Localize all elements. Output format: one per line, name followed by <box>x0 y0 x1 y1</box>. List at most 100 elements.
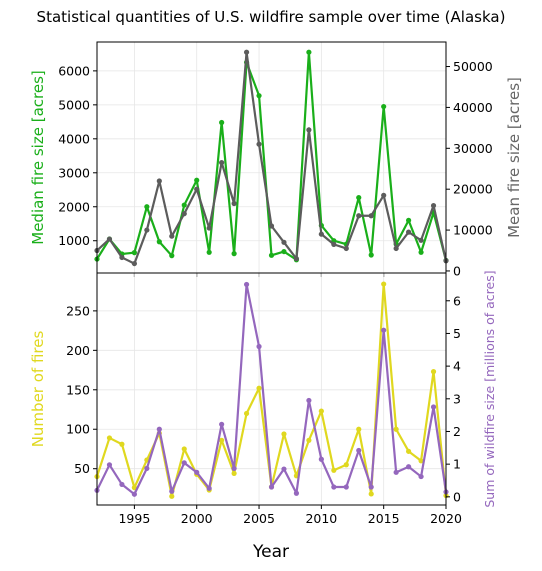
data-point-right <box>331 484 337 490</box>
data-point-right <box>119 481 125 488</box>
left-tick-label: 4000 <box>58 131 90 146</box>
left-tick-label: 100 <box>66 422 90 437</box>
right-tick-label: 30000 <box>453 141 493 156</box>
data-point-right <box>393 245 399 252</box>
data-point-left <box>268 252 275 258</box>
data-point-right <box>131 491 137 497</box>
data-point-right <box>306 127 312 133</box>
data-point-left <box>206 249 212 255</box>
data-point-right <box>406 464 412 470</box>
data-point-right <box>318 456 324 462</box>
right-tick-label: 0 <box>453 489 461 504</box>
data-point-left <box>256 93 262 99</box>
data-point-right <box>281 466 287 472</box>
x-tick-label: 1995 <box>118 511 150 526</box>
data-point-right <box>356 213 362 219</box>
left-tick-label: 3000 <box>58 165 90 180</box>
data-point-right <box>268 223 275 229</box>
data-point-right <box>156 178 162 184</box>
data-point-right <box>268 484 275 490</box>
data-point-left <box>318 408 324 414</box>
right-axis-label: Sum of wildfire size [millions of acres] <box>482 270 497 507</box>
data-point-left <box>181 446 187 452</box>
data-point-left <box>156 239 162 245</box>
data-point-right <box>206 485 212 491</box>
data-point-right <box>281 239 287 245</box>
data-point-left <box>418 458 424 464</box>
data-point-right <box>194 469 200 475</box>
series-line-right <box>96 51 448 265</box>
data-point-right <box>119 254 125 261</box>
right-tick-label: 40000 <box>453 100 493 115</box>
data-point-left <box>243 410 250 417</box>
data-point-right <box>331 241 337 247</box>
data-point-left <box>356 194 362 201</box>
data-point-right <box>406 229 412 235</box>
right-axis-label: Mean fire size [acres] <box>505 77 523 238</box>
data-point-right <box>256 343 262 350</box>
series-line-left <box>96 51 448 261</box>
left-tick-label: 50 <box>74 461 90 476</box>
data-point-left <box>406 448 412 454</box>
right-tick-label: 2 <box>453 424 461 439</box>
data-point-right <box>169 233 175 239</box>
data-point-right <box>318 231 324 237</box>
left-tick-label: 6000 <box>58 63 90 78</box>
data-point-left <box>393 426 399 432</box>
right-tick-label: 5 <box>453 326 461 341</box>
data-point-left <box>131 250 137 256</box>
data-point-right <box>106 236 113 242</box>
data-point-right <box>181 460 187 466</box>
data-point-left <box>430 369 437 375</box>
right-tick-label: 50000 <box>453 59 493 74</box>
data-point-right <box>194 186 200 192</box>
data-point-right <box>343 484 349 490</box>
data-point-left <box>281 248 287 255</box>
data-point-left <box>231 251 237 257</box>
data-point-left <box>368 252 374 258</box>
right-tick-label: 3 <box>453 391 461 406</box>
data-point-left <box>169 253 175 259</box>
x-tick-label: 2015 <box>368 511 400 526</box>
data-point-left <box>331 467 337 473</box>
data-point-right <box>219 421 225 427</box>
x-tick-label: 2020 <box>430 511 462 526</box>
data-point-left <box>406 217 412 223</box>
data-point-left <box>381 103 387 110</box>
data-point-left <box>256 385 262 391</box>
data-point-left <box>219 437 225 443</box>
x-axis-label: Year <box>252 542 289 562</box>
data-point-right <box>256 141 262 147</box>
data-point-left <box>169 493 175 499</box>
left-tick-label: 1000 <box>58 233 90 248</box>
right-tick-label: 6 <box>453 293 461 308</box>
data-point-right <box>381 327 387 333</box>
data-point-right <box>156 426 162 432</box>
data-point-left <box>181 202 187 208</box>
data-point-right <box>144 227 150 233</box>
left-tick-label: 150 <box>66 382 90 397</box>
data-point-right <box>356 447 362 454</box>
figure-title: Statistical quantities of U.S. wildfire … <box>37 8 506 26</box>
data-point-right <box>206 225 212 231</box>
data-point-left <box>106 435 113 441</box>
right-tick-label: 10000 <box>453 223 493 238</box>
data-point-right <box>231 465 237 472</box>
data-point-left <box>144 204 150 210</box>
data-point-right <box>131 260 137 267</box>
data-point-left <box>368 491 374 497</box>
x-tick-label: 2000 <box>181 511 213 526</box>
left-tick-label: 5000 <box>58 97 90 112</box>
data-point-right <box>368 213 374 219</box>
data-point-right <box>430 202 437 209</box>
right-tick-label: 20000 <box>453 182 493 197</box>
data-point-left <box>306 437 312 443</box>
data-point-right <box>243 49 250 55</box>
data-point-left <box>194 177 200 183</box>
data-point-left <box>219 119 225 126</box>
data-point-right <box>106 462 113 468</box>
data-point-right <box>219 160 225 166</box>
data-point-left <box>131 485 137 491</box>
right-tick-label: 4 <box>453 359 461 374</box>
